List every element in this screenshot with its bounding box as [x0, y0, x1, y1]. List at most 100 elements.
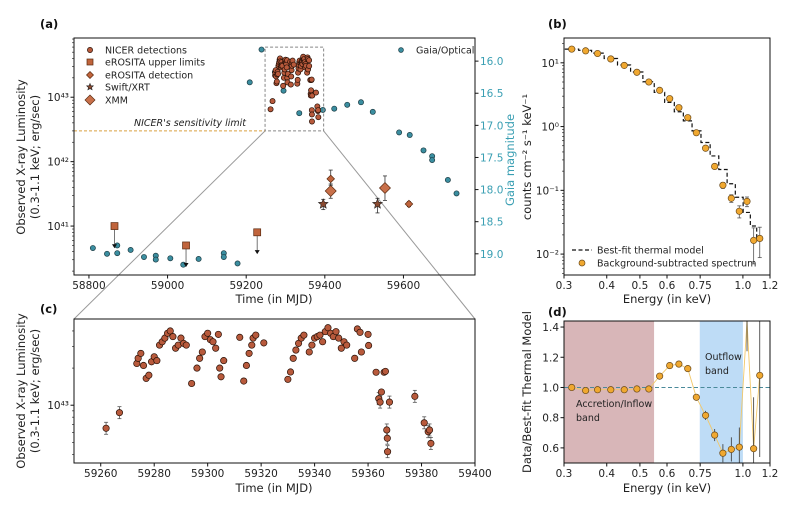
legend-marker-xmm [84, 94, 96, 106]
nicer-point-zoom [384, 448, 392, 456]
gaia-point [331, 105, 338, 112]
gaia-point [406, 132, 413, 138]
legend-marker-swift [85, 82, 95, 91]
ratio-point [702, 411, 710, 419]
panel-b-ytick-label: 10¹ [541, 58, 559, 70]
nicer-point [306, 57, 313, 64]
inflow-band-label: Accretion/Inflow [576, 399, 652, 410]
legend-label: eROSITA detection [105, 71, 193, 82]
gaia-point [444, 176, 451, 183]
spectrum-point [633, 68, 641, 76]
nicer-point [313, 89, 319, 96]
panel-c-ylabel: Observed X-ray Luminosity [14, 313, 28, 469]
spectrum-point [743, 197, 751, 205]
gaia-point [396, 129, 403, 136]
nicer-point-zoom [252, 331, 260, 339]
nicer-point-zoom [214, 330, 222, 338]
ratio-point [607, 386, 615, 394]
gaia-point [89, 245, 96, 251]
gaia-point [246, 79, 253, 86]
panel-a-ylabel-units: (0.3-1.1 keV; erg/sec) [28, 95, 42, 219]
nicer-point [309, 118, 315, 125]
panel-a-xtick-label: 59200 [229, 280, 262, 292]
upper-limit-arrowhead [183, 263, 189, 268]
spectrum-point [675, 104, 683, 112]
nicer-point-zoom [351, 354, 359, 362]
nicer-point-zoom [300, 331, 308, 339]
gaia-point [114, 250, 121, 257]
panel-c-xtick-label: 59320 [244, 468, 277, 480]
panel-a-xtick-label: 59000 [151, 280, 184, 292]
nicer-point-zoom [365, 341, 373, 350]
gaia-point [258, 46, 265, 53]
ratio-point [645, 385, 653, 393]
panel-b-ylabel: counts cm⁻² s⁻¹ keV⁻¹ [520, 94, 534, 220]
panel-a-xlabel: Time (in MJD) [234, 292, 312, 306]
panel-a-ytick-label: 10⁴¹ [47, 221, 69, 233]
panel-c-label: (c) [40, 302, 57, 316]
band-1 [699, 321, 743, 463]
ratio-point [711, 431, 719, 439]
panel-c-xtick-label: 59360 [351, 468, 384, 480]
swift-xrt-point [317, 198, 329, 209]
panel-c-frame [73, 318, 476, 464]
panel-b-ytick-label: 10⁰ [541, 122, 559, 134]
spectrum-point [594, 49, 602, 58]
nicer-point [315, 107, 322, 114]
nicer-point-zoom [248, 341, 256, 349]
panel-d-ytick-label: 0.6 [542, 443, 559, 455]
legend-marker-spectrum [578, 259, 586, 267]
panel-d-ytick-label: 1.4 [542, 322, 559, 334]
spectrum-point [735, 207, 743, 215]
panel-a-y2tick-label: 17.0 [480, 120, 503, 132]
panel-c-xtick-label: 59300 [191, 468, 224, 480]
panel-a-xtick-label: 59600 [387, 280, 420, 292]
gaia-point [152, 256, 159, 263]
nicer-point [308, 111, 315, 118]
panel-c-xtick-label: 59380 [405, 468, 438, 480]
nicer-point-zoom [335, 334, 343, 342]
spectrum-point [582, 47, 590, 55]
spectrum-point [756, 234, 764, 242]
spectrum-point [656, 86, 664, 94]
nicer-point-zoom [284, 375, 292, 383]
panel-b-xlabel: Energy (in keV) [623, 292, 711, 306]
gaia-point [358, 99, 364, 106]
panel-c-xtick-label: 59260 [84, 468, 117, 480]
nicer-point [288, 73, 295, 80]
ratio-point [582, 386, 590, 395]
panel-b-label: (b) [548, 17, 567, 31]
nicer-point [308, 76, 315, 83]
nicer-point-zoom [308, 341, 316, 349]
erosita-upper-limit [110, 222, 119, 230]
gaia-point [127, 247, 134, 253]
panel-c-xlabel: Time (in MJD) [234, 481, 312, 495]
zoom-connector-right [323, 130, 476, 320]
panel-a-ytick-label: 10⁴² [47, 157, 69, 169]
nicer-point-zoom [209, 338, 217, 346]
panel-c-ylabel-units: (0.3-1.1 keV; erg/sec) [28, 329, 42, 453]
panel-d-xtick-label: 0.75 [688, 468, 711, 480]
nicer-point-zoom [115, 409, 123, 417]
gaia-point [167, 255, 174, 262]
xmm-point [324, 185, 337, 198]
gaia-point [220, 254, 227, 260]
gaia-point [280, 87, 287, 94]
nicer-point-zoom [420, 419, 428, 427]
panel-d-xtick-label: 0.3 [556, 468, 573, 480]
legend-label: Swift/XRT [105, 83, 150, 94]
nicer-point-zoom [198, 348, 206, 356]
panel-b-xtick-label: 1.0 [735, 280, 752, 292]
panel-a-label: (a) [40, 17, 58, 31]
spectrum-point [620, 61, 628, 69]
xmm-point [378, 181, 391, 194]
ratio-point [756, 371, 764, 379]
erosita-upper-limit [182, 241, 190, 250]
legend-marker-nicer [87, 47, 93, 53]
panel-d-xtick-label: 1.0 [735, 468, 752, 480]
gaia-point [429, 157, 436, 163]
nicer-point [275, 70, 281, 77]
panel-a-y2tick-label: 17.5 [480, 152, 503, 164]
legend-label: eROSITA upper limits [105, 58, 205, 69]
nicer-point-zoom [240, 377, 248, 385]
